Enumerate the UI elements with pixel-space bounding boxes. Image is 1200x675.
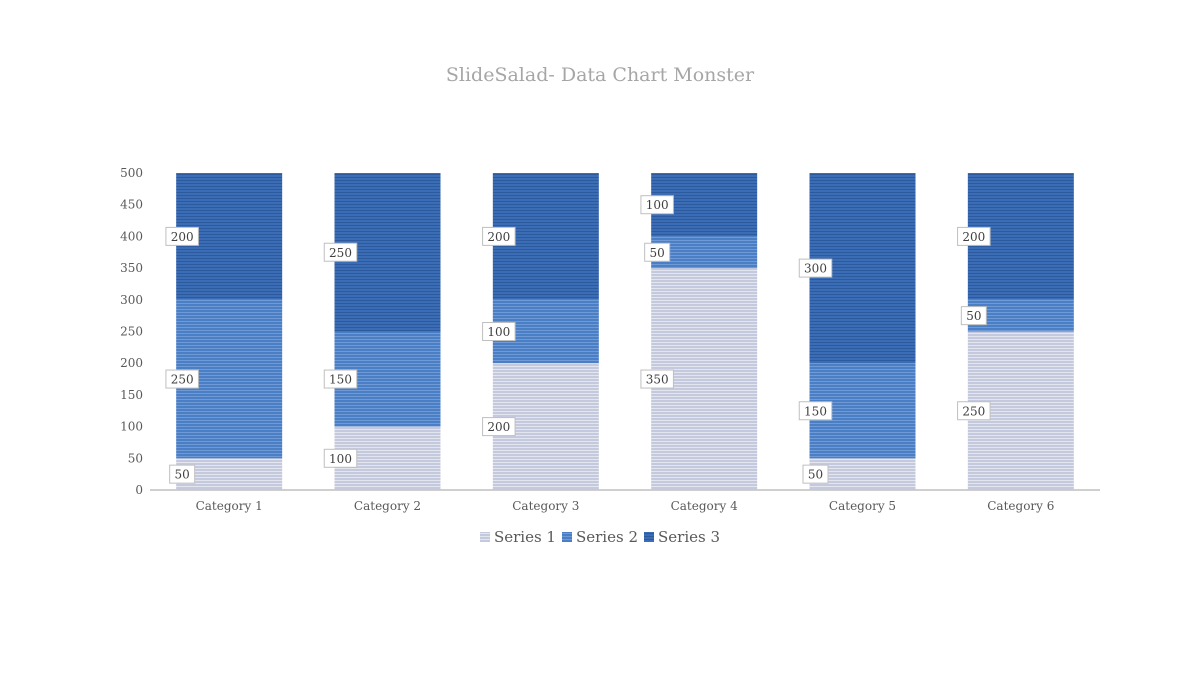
data-label: 100 bbox=[640, 195, 674, 215]
data-label: 200 bbox=[482, 226, 516, 246]
data-label: 100 bbox=[323, 448, 358, 468]
legend-swatch bbox=[644, 532, 654, 542]
y-tick-label: 50 bbox=[128, 451, 143, 465]
data-label: 200 bbox=[482, 417, 516, 437]
svg-text:200: 200 bbox=[487, 230, 510, 244]
y-tick-label: 450 bbox=[120, 198, 143, 212]
y-tick-label: 250 bbox=[120, 325, 143, 339]
data-label: 50 bbox=[169, 464, 196, 484]
svg-text:50: 50 bbox=[966, 309, 981, 323]
data-label: 200 bbox=[957, 226, 991, 246]
data-label: 150 bbox=[798, 401, 833, 421]
chart-title: SlideSalad- Data Chart Monster bbox=[445, 64, 755, 86]
legend-label: Series 1 bbox=[493, 528, 556, 546]
data-label: 250 bbox=[957, 401, 991, 421]
y-tick-label: 100 bbox=[120, 420, 143, 434]
data-label: 200 bbox=[165, 226, 199, 246]
svg-text:50: 50 bbox=[175, 468, 190, 482]
svg-text:100: 100 bbox=[646, 198, 669, 212]
x-tick-label: Category 3 bbox=[512, 499, 579, 513]
y-tick-label: 300 bbox=[120, 293, 143, 307]
svg-text:150: 150 bbox=[804, 404, 827, 418]
data-label: 250 bbox=[165, 369, 199, 389]
x-tick-label: Category 2 bbox=[354, 499, 421, 513]
svg-text:200: 200 bbox=[487, 420, 510, 434]
x-tick-label: Category 1 bbox=[196, 499, 263, 513]
legend-swatch bbox=[479, 532, 490, 542]
svg-text:200: 200 bbox=[962, 230, 985, 244]
chart-legend: Series 1 Series 2 Series 3 bbox=[0, 528, 1200, 546]
data-label: 50 bbox=[960, 306, 987, 326]
data-label: 300 bbox=[798, 258, 833, 278]
data-label: 50 bbox=[802, 464, 829, 484]
svg-text:100: 100 bbox=[487, 325, 510, 339]
svg-text:250: 250 bbox=[329, 246, 352, 260]
y-tick-label: 400 bbox=[120, 229, 143, 243]
svg-text:250: 250 bbox=[171, 373, 194, 387]
legend-item-series-3: Series 3 bbox=[644, 528, 720, 546]
data-label: 150 bbox=[323, 369, 358, 389]
legend-swatch bbox=[561, 532, 572, 542]
svg-text:50: 50 bbox=[808, 468, 823, 482]
data-label: 50 bbox=[644, 242, 671, 262]
svg-text:100: 100 bbox=[329, 452, 352, 466]
y-tick-label: 150 bbox=[120, 388, 143, 402]
x-tick-label: Category 6 bbox=[987, 499, 1054, 513]
data-label: 250 bbox=[323, 242, 358, 262]
data-label: 100 bbox=[482, 322, 516, 341]
legend-item-series-2: Series 2 bbox=[561, 528, 638, 546]
svg-text:350: 350 bbox=[646, 373, 669, 387]
legend-item-series-1: Series 1 bbox=[479, 528, 556, 546]
y-tick-label: 0 bbox=[135, 483, 143, 497]
svg-text:200: 200 bbox=[171, 230, 194, 244]
y-tick-label: 350 bbox=[120, 261, 143, 275]
svg-text:50: 50 bbox=[650, 246, 665, 260]
legend-label: Series 3 bbox=[658, 528, 721, 546]
svg-text:250: 250 bbox=[962, 404, 985, 418]
x-tick-label: Category 5 bbox=[829, 499, 896, 513]
legend-label: Series 2 bbox=[575, 528, 638, 546]
x-tick-label: Category 4 bbox=[671, 499, 738, 513]
y-tick-label: 200 bbox=[120, 356, 143, 370]
data-label: 350 bbox=[640, 369, 674, 389]
svg-text:300: 300 bbox=[804, 262, 827, 276]
svg-text:150: 150 bbox=[329, 373, 352, 387]
y-tick-label: 500 bbox=[120, 166, 143, 180]
